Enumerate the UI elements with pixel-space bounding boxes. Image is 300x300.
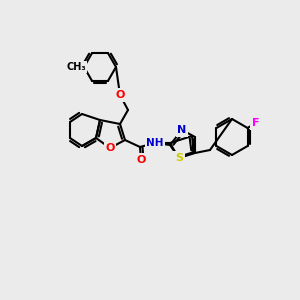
Text: N: N — [177, 125, 187, 135]
Text: NH: NH — [146, 138, 164, 148]
Text: F: F — [252, 118, 259, 128]
Text: O: O — [115, 90, 125, 100]
Text: O: O — [136, 155, 146, 165]
Text: F: F — [252, 118, 259, 128]
Text: O: O — [105, 143, 115, 153]
Text: O: O — [115, 90, 125, 100]
Text: O: O — [105, 143, 115, 153]
Text: NH: NH — [146, 138, 164, 148]
Text: CH₃: CH₃ — [66, 62, 86, 72]
Text: O: O — [136, 155, 146, 165]
Text: S: S — [175, 153, 183, 163]
Text: N: N — [177, 125, 187, 135]
Text: S: S — [175, 153, 183, 163]
Text: NH: NH — [146, 138, 164, 148]
